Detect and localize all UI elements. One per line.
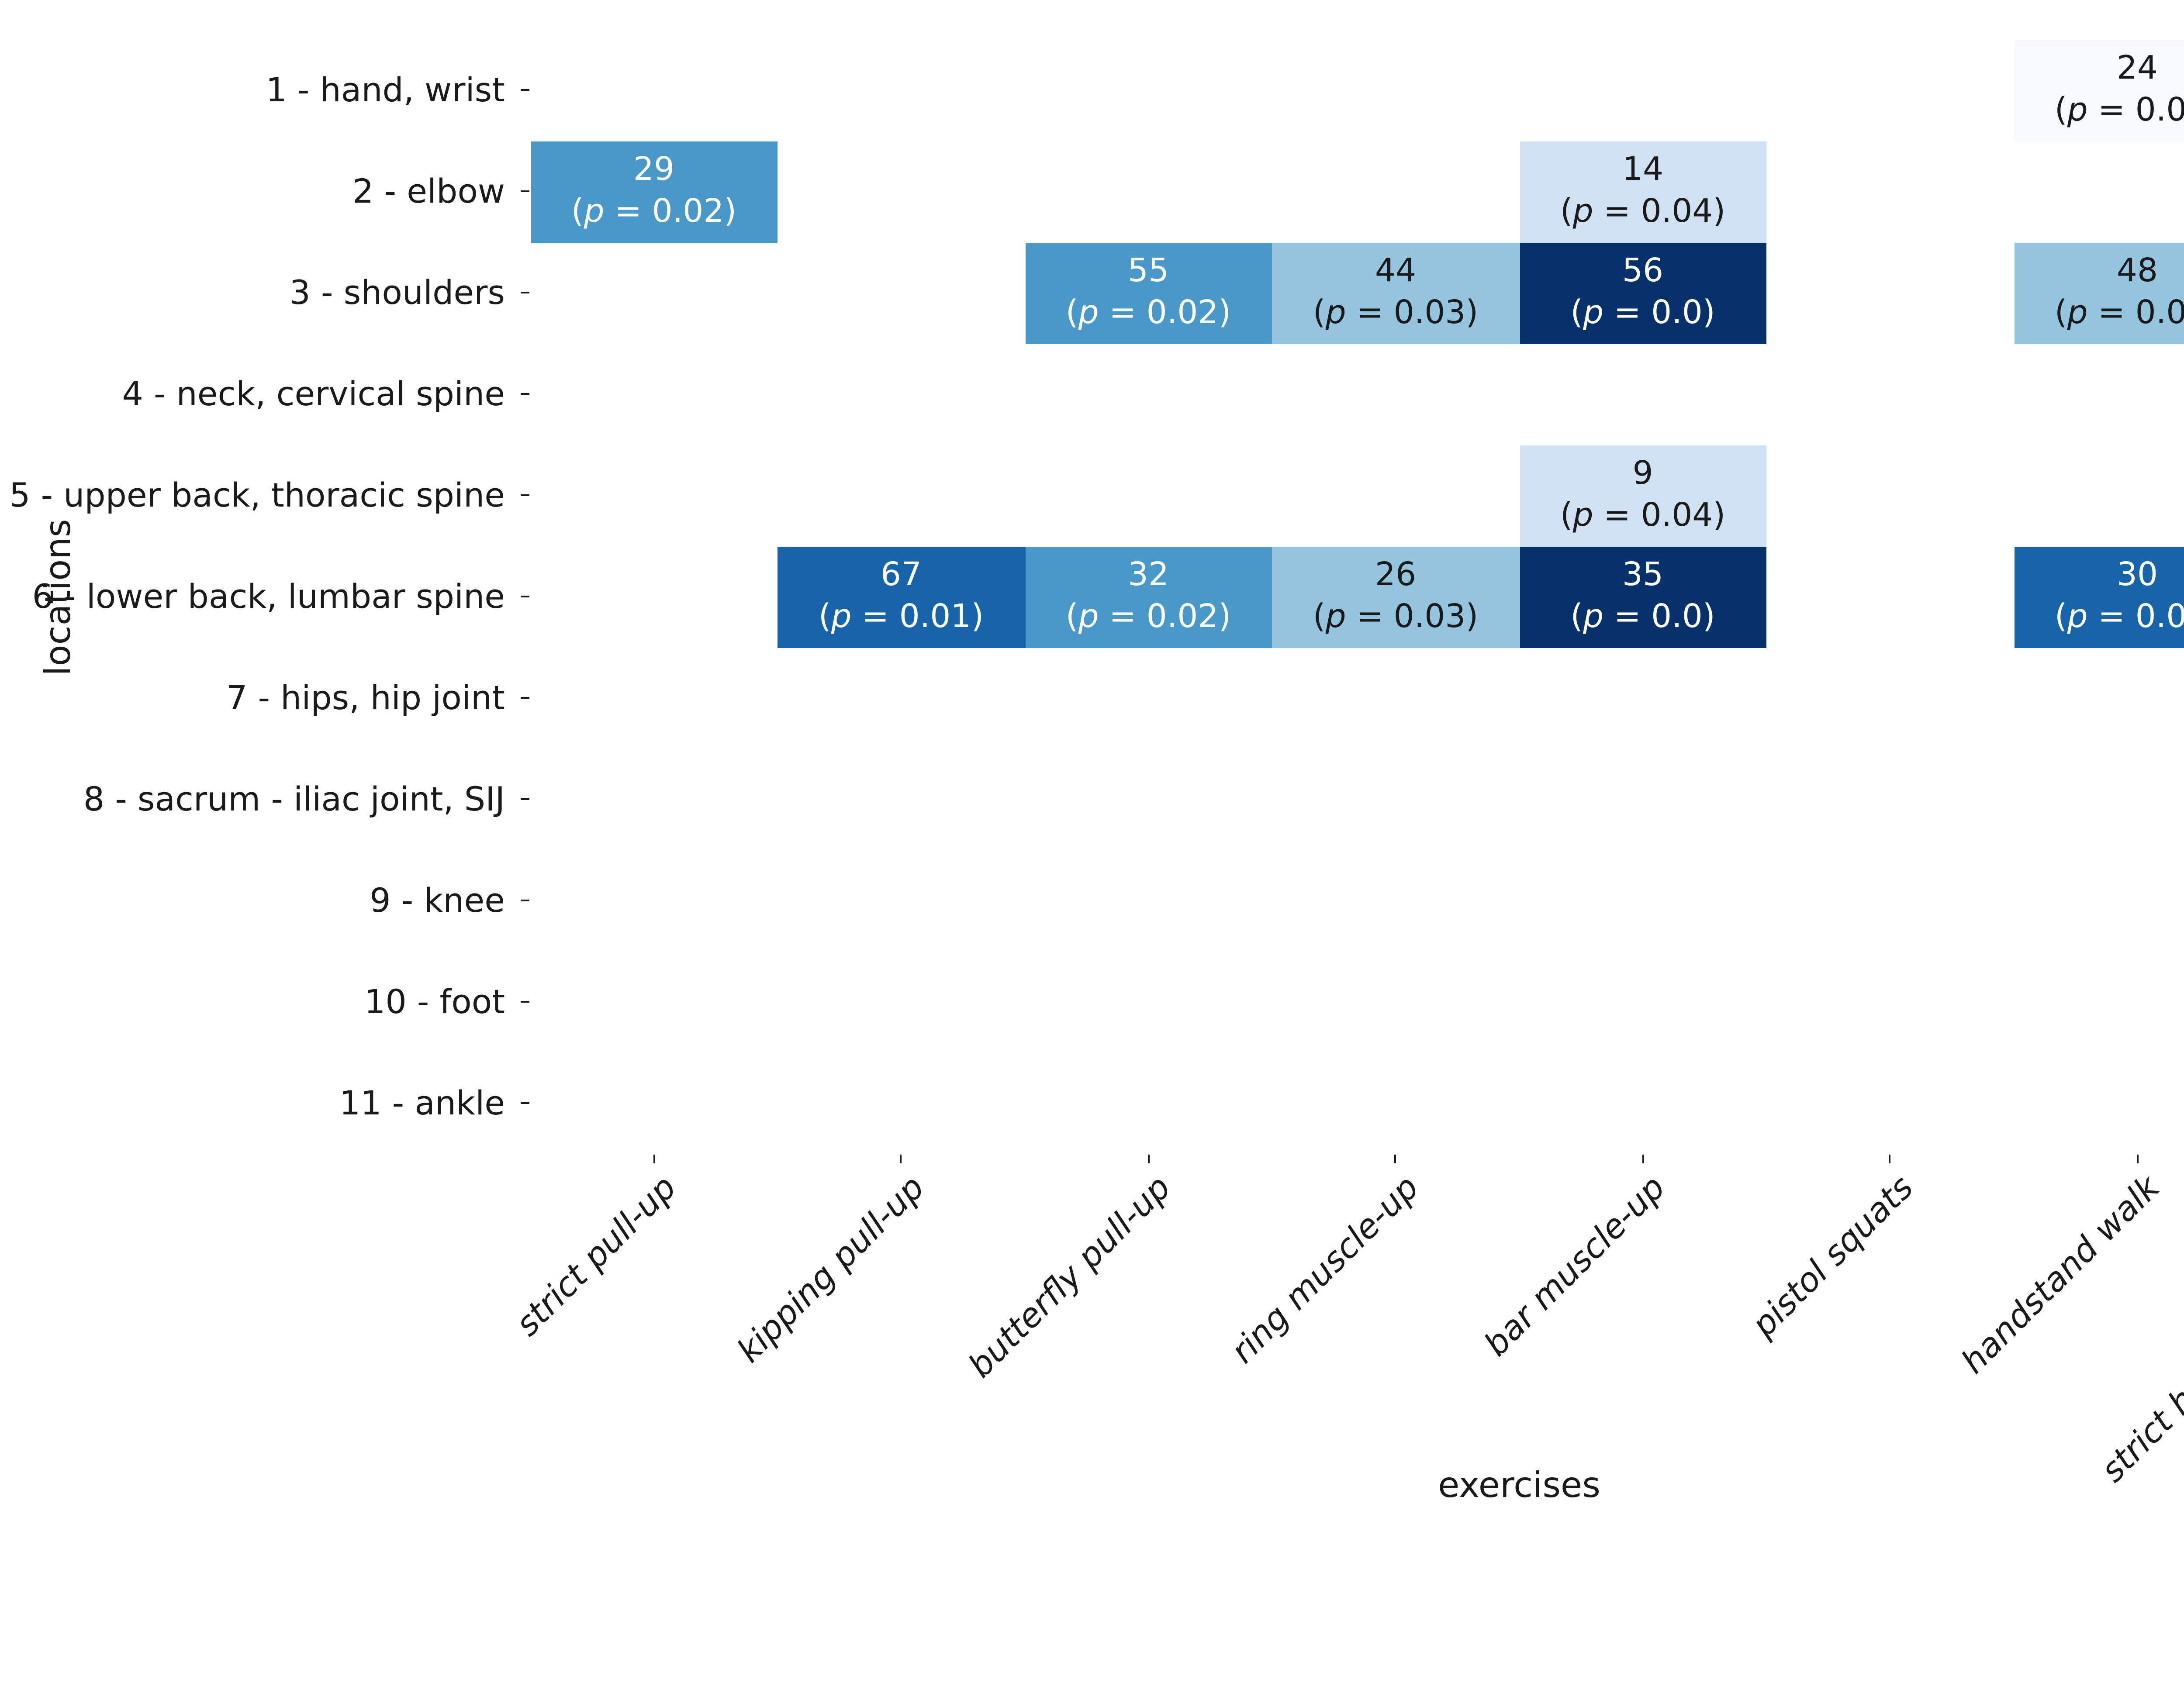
heatmap-cell: 67 (p = 0.01) [778, 546, 1025, 648]
heatmap-cell: 29 (p = 0.02) [530, 141, 778, 242]
y-tick-mark [520, 292, 529, 294]
y-tick-label: 7 - hips, hip joint [226, 679, 505, 717]
x-tick-label: pistol squats [1744, 1169, 1921, 1345]
cell-p-value: (p = 0.03) [2054, 295, 2184, 331]
y-tick-mark [520, 900, 529, 902]
cell-value: 24 [2116, 51, 2158, 88]
heatmap-cell: 24 (p = 0.05) [2014, 40, 2184, 141]
x-tick-label: butterfly pull-up [962, 1169, 1179, 1386]
y-tick-label: 2 - elbow [352, 172, 505, 211]
cell-value: 29 [633, 152, 675, 189]
y-tick-label: 6 - lower back, lumbar spine [32, 578, 505, 616]
x-axis-title: exercises [1438, 1464, 1600, 1506]
x-tick-mark [1147, 1154, 1150, 1164]
heatmap-cell: 56 (p = 0.0) [1519, 242, 1766, 344]
heatmap-cell: 9 (p = 0.04) [1519, 445, 1766, 546]
heatmap-cell: 48 (p = 0.03) [2014, 242, 2184, 344]
y-tick-mark [520, 1102, 529, 1105]
cell-p-value: (p = 0.02) [1065, 295, 1231, 331]
x-tick-mark [2136, 1154, 2139, 1164]
cell-p-value: (p = 0.0) [1570, 295, 1715, 331]
x-tick-label: kipping pull-up [729, 1169, 932, 1371]
x-tick-label: strict handstand push-up [2093, 1169, 2184, 1490]
y-tick-mark [520, 393, 529, 396]
y-tick-label: 3 - shoulders [289, 274, 505, 312]
x-tick-label: strict pull-up [509, 1169, 685, 1344]
heatmap-cell: 32 (p = 0.02) [1025, 546, 1272, 648]
y-tick-mark [520, 697, 529, 700]
x-tick-label: ring muscle-up [1223, 1169, 1427, 1372]
y-tick-mark [520, 494, 529, 497]
heatmap-cell: 26 (p = 0.03) [1272, 546, 1519, 648]
cell-value: 55 [1127, 254, 1169, 290]
y-tick-label: 10 - foot [364, 983, 505, 1021]
cell-p-value: (p = 0.01) [2054, 599, 2184, 635]
y-tick-label: 4 - neck, cervical spine [122, 375, 505, 414]
y-tick-mark [520, 190, 529, 193]
cell-p-value: (p = 0.04) [1560, 497, 1726, 534]
cell-value: 30 [2116, 558, 2158, 594]
x-tick-mark [1641, 1154, 1644, 1164]
y-tick-mark [520, 1001, 529, 1004]
cell-p-value: (p = 0.02) [1065, 599, 1231, 635]
x-tick-mark [1394, 1154, 1397, 1164]
x-tick-mark [653, 1154, 655, 1164]
cell-value: 48 [2116, 254, 2158, 290]
cell-value: 14 [1622, 152, 1664, 189]
y-tick-label: 11 - ankle [339, 1084, 505, 1123]
heatmap-cell: 14 (p = 0.04) [1519, 141, 1766, 242]
heatmap-cell: 44 (p = 0.03) [1272, 242, 1519, 344]
cell-p-value: (p = 0.03) [1313, 599, 1479, 635]
cell-value: 35 [1622, 558, 1664, 594]
heatmap-cell: 30 (p = 0.01) [2014, 546, 2184, 648]
cell-p-value: (p = 0.01) [818, 599, 984, 635]
cell-value: 44 [1375, 254, 1417, 290]
x-tick-label: bar muscle-up [1478, 1169, 1674, 1364]
y-tick-mark [520, 596, 529, 598]
y-tick-label: 1 - hand, wrist [266, 71, 505, 110]
cell-p-value: (p = 0.05) [2054, 92, 2184, 129]
cell-p-value: (p = 0.04) [1560, 193, 1726, 230]
cell-p-value: (p = 0.02) [571, 193, 737, 230]
x-tick-label: handstand walk [1955, 1169, 2168, 1382]
heatmap-cell: 35 (p = 0.0) [1519, 546, 1766, 648]
x-tick-mark [900, 1154, 902, 1164]
cell-p-value: (p = 0.0) [1570, 599, 1715, 635]
heatmap-figure: locations exercises significances 1 - ha… [9, 40, 2184, 1506]
y-tick-label: 9 - knee [370, 882, 505, 920]
y-tick-mark [520, 798, 529, 801]
cell-value: 26 [1375, 558, 1417, 594]
cell-value: 9 [1632, 456, 1653, 493]
heatmap-cell: 55 (p = 0.02) [1025, 242, 1272, 344]
y-tick-label: 8 - sacrum - iliac joint, SIJ [83, 780, 505, 819]
y-tick-mark [520, 89, 529, 92]
cell-value: 32 [1127, 558, 1169, 594]
x-tick-mark [1889, 1154, 1891, 1164]
cell-value: 67 [880, 558, 922, 594]
cell-value: 56 [1622, 254, 1664, 290]
y-tick-label: 5 - upper back, thoracic spine [9, 476, 505, 515]
cell-p-value: (p = 0.03) [1313, 295, 1479, 331]
